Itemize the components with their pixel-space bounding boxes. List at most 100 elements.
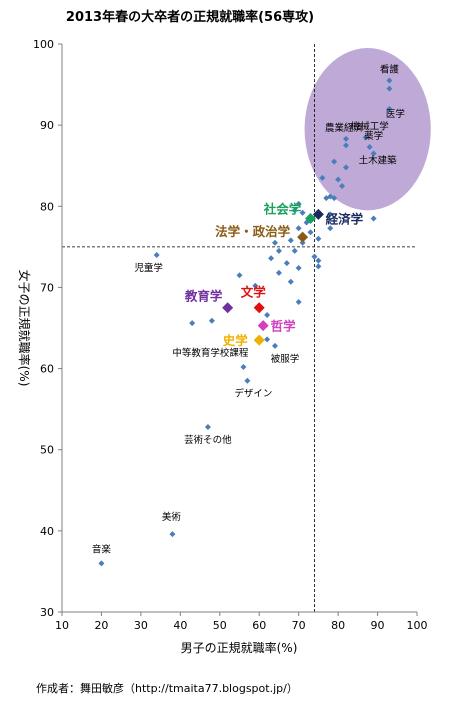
point-label: 土木建築 — [359, 155, 398, 167]
highlighted-point — [257, 320, 269, 332]
x-tick-label: 50 — [213, 619, 227, 632]
point-label: 機械工学 — [351, 120, 389, 132]
data-point — [189, 320, 196, 327]
highlighted-point-label: 社会学 — [263, 201, 302, 216]
highlighted-point — [297, 231, 309, 243]
data-point — [362, 134, 369, 141]
data-point — [208, 317, 215, 324]
point-label: 児童学 — [134, 262, 163, 274]
highlighted-point — [312, 208, 324, 220]
data-point — [272, 342, 278, 349]
credit-line: 作成者：舞田敏彦（http://tmaita77.blogspot.jp/） — [36, 682, 298, 695]
data-point — [299, 209, 306, 216]
data-point — [252, 282, 259, 289]
data-point — [169, 531, 176, 538]
data-point — [307, 229, 314, 236]
reference-lines — [62, 44, 417, 612]
data-point — [331, 158, 338, 165]
point-label: デザイン — [234, 388, 272, 400]
y-tick-label: 60 — [40, 363, 54, 376]
data-point — [275, 247, 282, 254]
point-label: 中等教育学校課程 — [172, 347, 249, 359]
data-point — [386, 105, 393, 112]
data-point — [319, 174, 326, 181]
highlighted-point-label: 教育学 — [184, 289, 223, 304]
point-label: 看護 — [380, 64, 400, 76]
highlighted-point-label: 法学・政治学 — [215, 224, 291, 239]
x-tick-label: 30 — [134, 619, 148, 632]
x-tick-label: 80 — [331, 619, 345, 632]
y-tick-label: 100 — [33, 38, 54, 51]
data-point — [366, 144, 373, 151]
axes: 10 20 30 40 50 60 70 80 90 100 30 40 50 60 70 80 90 100 — [33, 38, 428, 632]
x-axis-title: 男子の正規就職率(%) — [181, 640, 298, 655]
point-label: 薬学 — [364, 130, 383, 142]
data-point — [244, 377, 251, 384]
highlighted-point — [305, 212, 316, 224]
y-axis-title: 女子の正規就職率(%) — [17, 270, 32, 387]
data-point — [295, 225, 302, 232]
highlighted-points — [222, 208, 324, 346]
data-point — [295, 264, 302, 271]
y-tick-label: 30 — [40, 606, 54, 619]
data-point — [343, 135, 349, 142]
data-point — [98, 560, 105, 567]
x-tick-label: 70 — [292, 619, 306, 632]
data-point — [264, 336, 271, 343]
data-point — [295, 200, 302, 207]
data-point — [204, 423, 211, 430]
data-point — [327, 211, 334, 218]
data-point — [335, 176, 342, 183]
data-point — [240, 363, 247, 370]
x-tick-label: 60 — [252, 619, 266, 632]
y-tick-label: 40 — [40, 525, 54, 538]
data-point — [315, 235, 322, 242]
data-point — [299, 239, 306, 246]
data-point — [339, 183, 346, 189]
data-point — [153, 251, 160, 258]
data-point — [283, 260, 290, 267]
highlight-ellipse — [304, 48, 431, 211]
x-tick-label: 40 — [173, 619, 187, 632]
data-point — [315, 257, 322, 264]
data-point — [275, 269, 282, 276]
y-tick-label: 80 — [40, 200, 54, 213]
data-point — [287, 278, 294, 285]
data-point — [343, 142, 349, 149]
data-point — [268, 255, 275, 262]
point-label: 被服学 — [271, 353, 300, 365]
data-point — [264, 312, 271, 319]
data-point — [327, 225, 334, 232]
data-points — [98, 77, 393, 567]
data-point — [331, 195, 338, 202]
point-label: 美術 — [162, 511, 182, 523]
x-tick-label: 100 — [407, 619, 428, 632]
data-point — [295, 299, 302, 306]
highlighted-point-label: 文学 — [241, 285, 267, 300]
point-label: 農業経済 — [325, 122, 364, 134]
highlighted-point-label: 経済学 — [326, 211, 364, 226]
data-point — [236, 272, 243, 279]
x-tick-label: 90 — [371, 619, 385, 632]
data-point — [315, 263, 322, 270]
x-tick-label: 10 — [55, 619, 69, 632]
data-point — [370, 150, 377, 157]
y-tick-label: 90 — [40, 119, 54, 132]
highlighted-point-label: 史学 — [223, 333, 249, 348]
data-point — [370, 215, 377, 222]
highlighted-point — [253, 302, 265, 314]
data-point — [291, 247, 298, 254]
highlighted-point-label: 哲学 — [271, 319, 297, 334]
x-tick-label: 20 — [94, 619, 108, 632]
y-tick-label: 50 — [40, 444, 54, 457]
data-point — [386, 77, 393, 84]
data-point — [343, 164, 349, 171]
chart-title: 2013年春の大卒者の正規就職率(56専攻) — [66, 9, 314, 25]
point-label: 音楽 — [92, 543, 112, 555]
data-point — [291, 207, 298, 214]
data-point — [272, 239, 278, 246]
y-tick-label: 70 — [40, 281, 54, 294]
highlight-region — [304, 48, 431, 211]
